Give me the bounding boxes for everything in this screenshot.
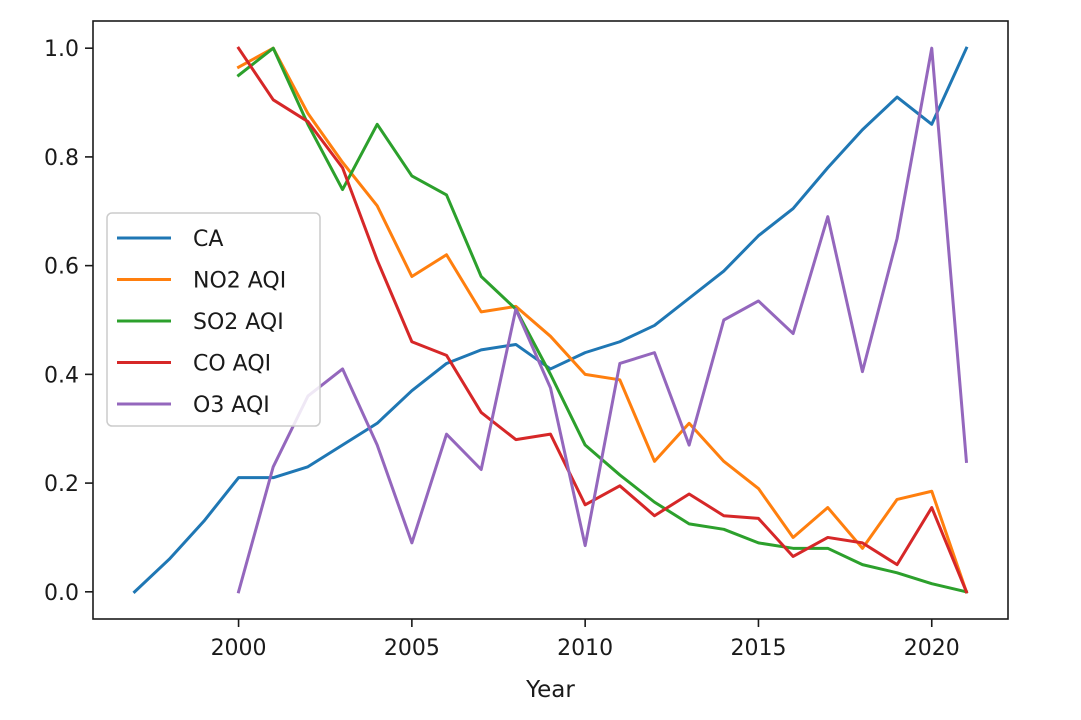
y-tick-label: 0.8 <box>44 146 79 171</box>
x-axis-label: Year <box>525 677 575 703</box>
y-axis: 0.0 0.2 0.4 0.6 0.8 1.0 <box>44 37 93 606</box>
legend-label-o3-aqi: O3 AQI <box>193 393 270 418</box>
y-tick-label: 0.2 <box>44 472 79 497</box>
x-tick-label: 2020 <box>904 636 960 661</box>
legend-label-co-aqi: CO AQI <box>193 352 271 377</box>
x-axis: 2000 2005 2010 2015 2020 <box>211 619 960 661</box>
legend: CA NO2 AQI SO2 AQI CO AQI O3 AQI <box>106 212 321 427</box>
legend-label-so2-aqi: SO2 AQI <box>193 310 284 335</box>
x-tick-label: 2000 <box>211 636 267 661</box>
x-tick-label: 2010 <box>557 636 613 661</box>
y-tick-label: 0.0 <box>44 581 79 606</box>
series-line-no2-aqi <box>236 46 969 594</box>
legend-label-no2-aqi: NO2 AQI <box>193 269 286 294</box>
legend-label-ca: CA <box>193 227 223 252</box>
series-line-o3-aqi <box>236 46 969 594</box>
plot-frame <box>92 20 1009 620</box>
series-line-ca <box>132 46 969 594</box>
series-layer <box>132 46 969 594</box>
legend-box <box>106 212 321 427</box>
series-line-co-aqi <box>236 46 969 594</box>
y-tick-label: 1.0 <box>44 37 79 62</box>
x-tick-label: 2005 <box>384 636 440 661</box>
x-tick-label: 2015 <box>730 636 786 661</box>
y-tick-label: 0.4 <box>44 363 79 388</box>
y-tick-label: 0.6 <box>44 255 79 280</box>
